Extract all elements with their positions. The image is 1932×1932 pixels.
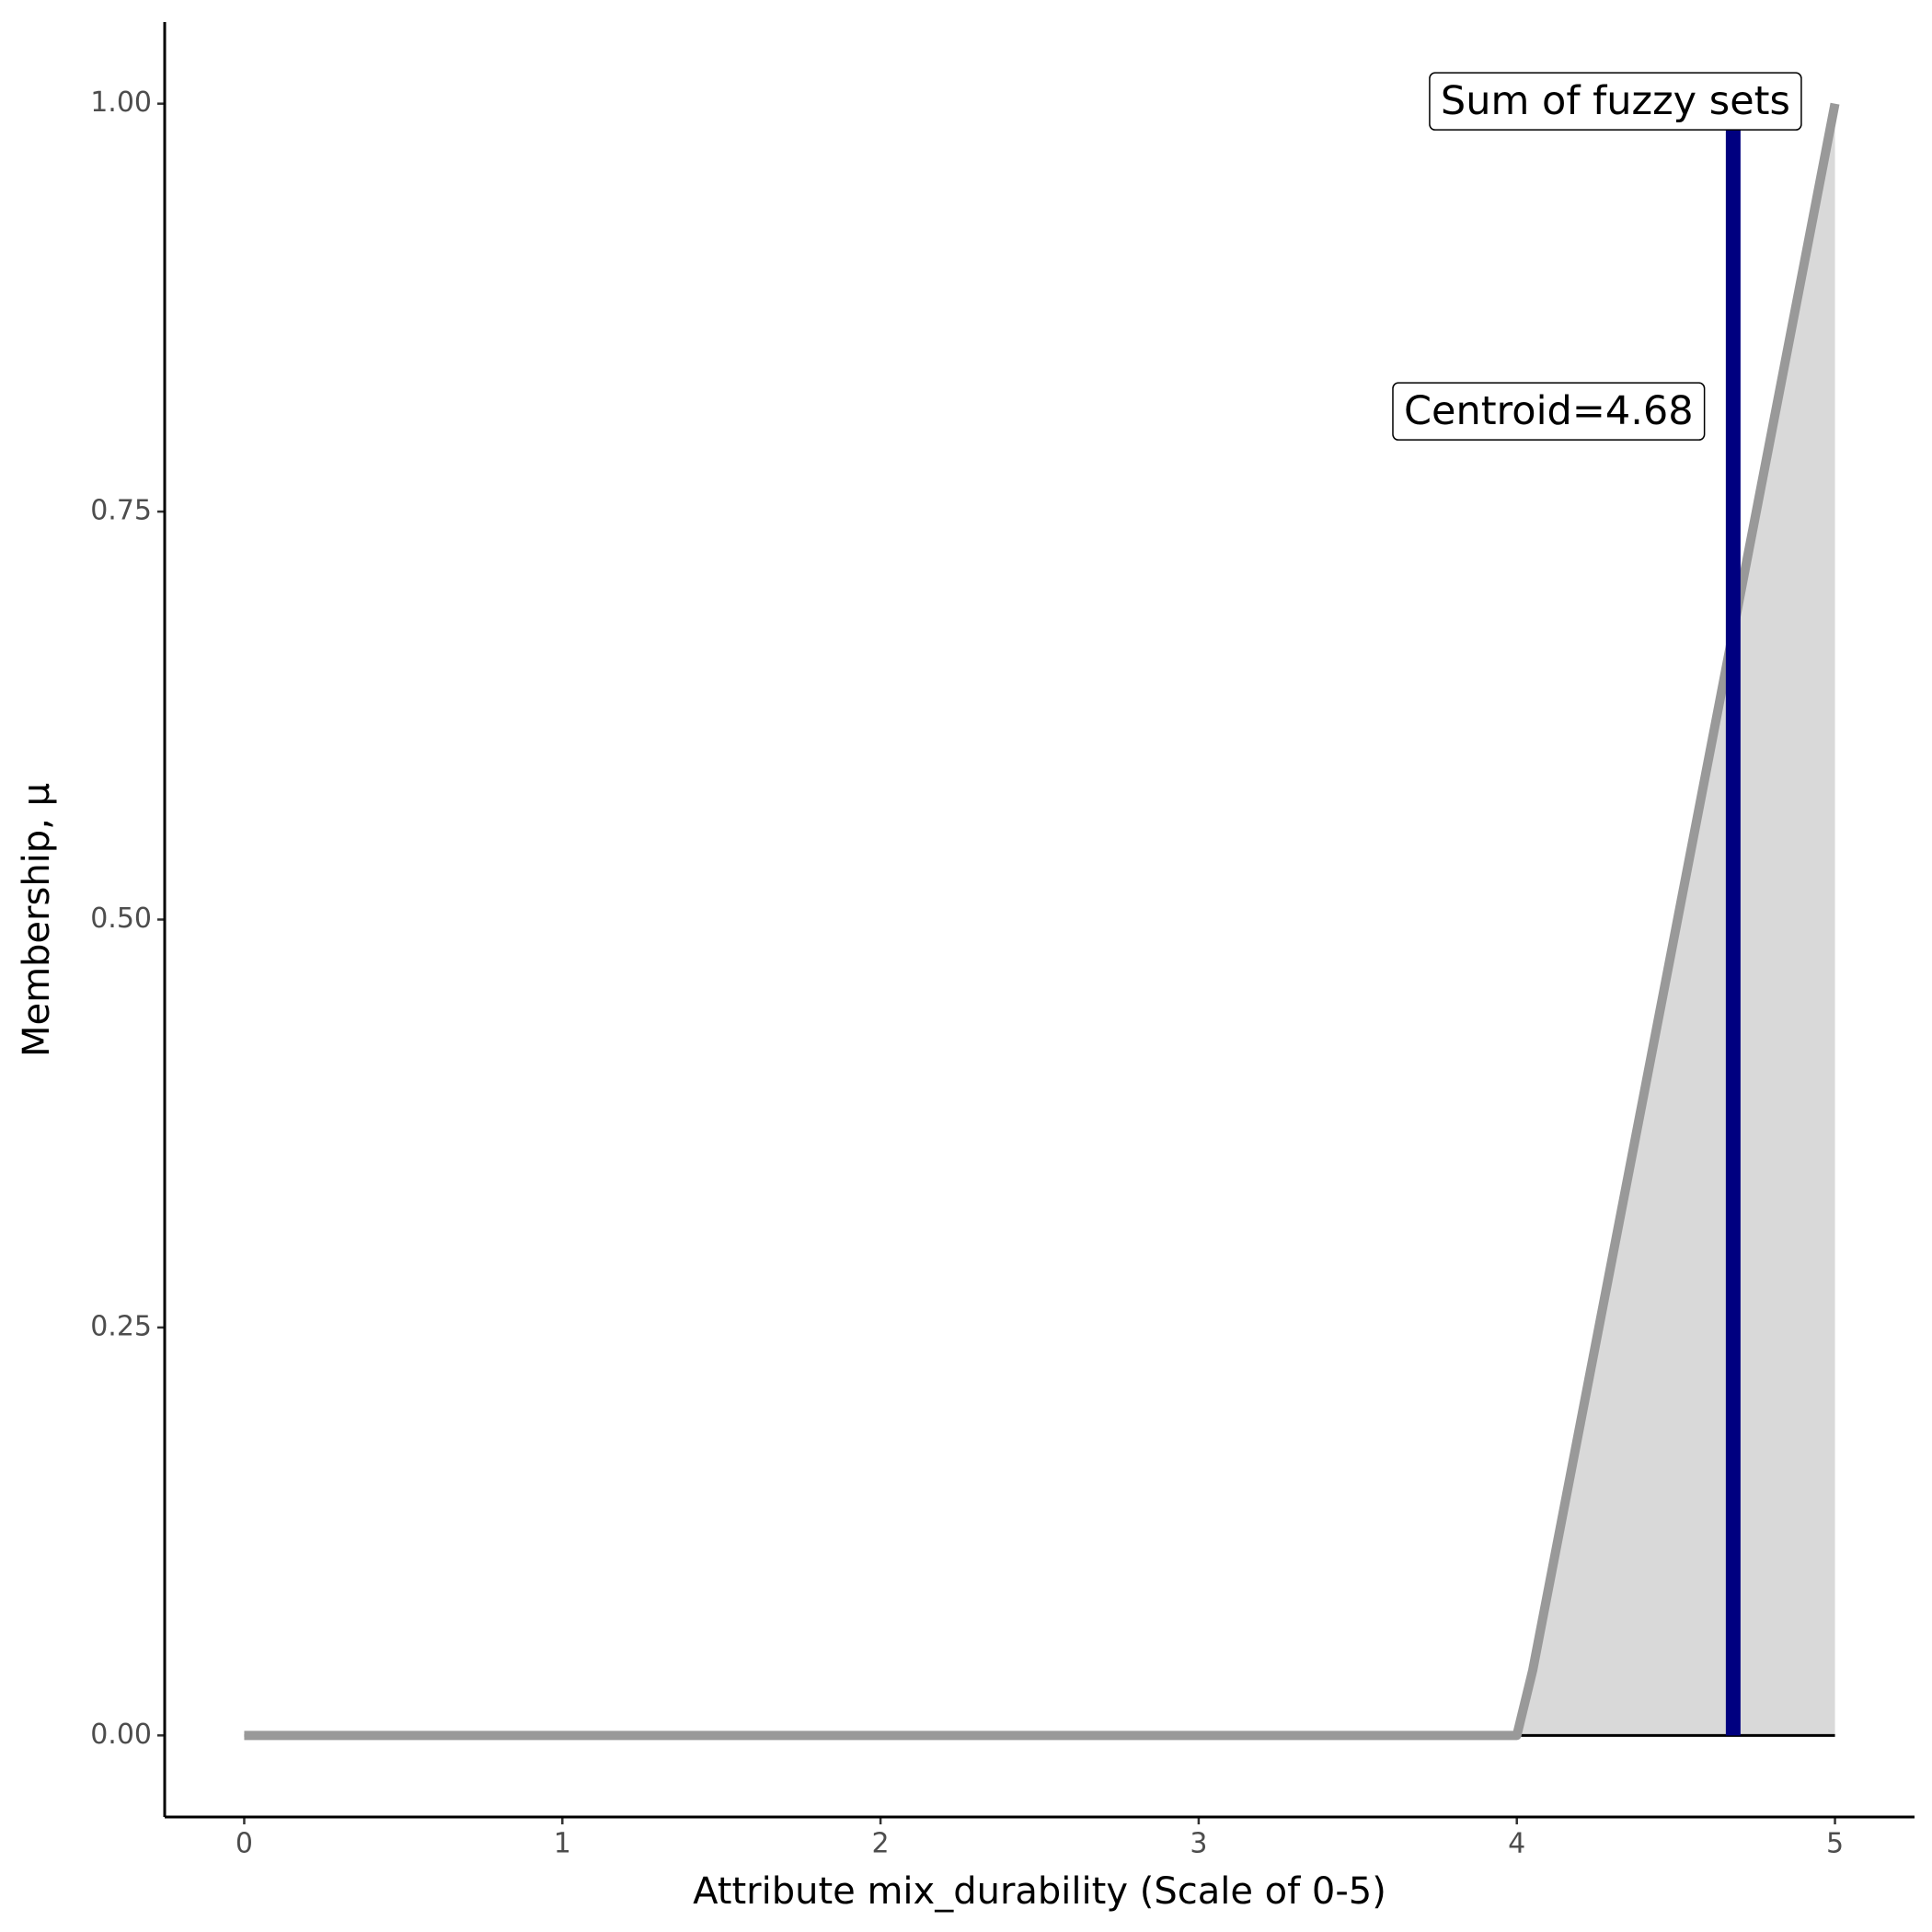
annotation-box xyxy=(1429,72,1802,131)
y-tick-label: 0.25 xyxy=(90,1310,152,1342)
y-axis-title: Membership, μ xyxy=(16,783,58,1057)
y-tick-label: 0.75 xyxy=(90,495,152,527)
x-tick-label: 2 xyxy=(872,1828,890,1860)
x-tick-label: 1 xyxy=(554,1828,571,1860)
x-tick-label: 5 xyxy=(1826,1828,1844,1860)
annotation-label: Sum of fuzzy sets xyxy=(1441,78,1790,124)
annotation-box xyxy=(1392,382,1706,441)
x-tick-label: 3 xyxy=(1190,1828,1207,1860)
y-tick-label: 0.00 xyxy=(90,1719,152,1751)
x-axis-title: Attribute mix_durability (Scale of 0-5) xyxy=(693,1870,1386,1913)
y-tick-label: 0.50 xyxy=(90,903,152,935)
y-tick-label: 1.00 xyxy=(90,86,152,119)
area-line xyxy=(244,102,1840,1741)
area-fill xyxy=(244,103,1835,1736)
x-tick-label: 4 xyxy=(1508,1828,1525,1860)
x-tick-label: 0 xyxy=(236,1828,253,1860)
annotation-label: Centroid=4.68 xyxy=(1404,388,1694,434)
